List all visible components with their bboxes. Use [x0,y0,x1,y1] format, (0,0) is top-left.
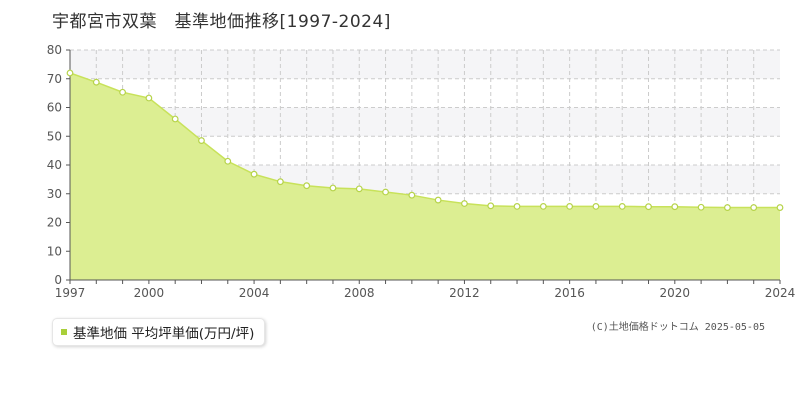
data-point [276,178,284,186]
y-tick-labels: 0 10 20 30 40 50 60 70 80 [47,43,62,287]
background-band [70,50,780,79]
credit-text: (C)土地価格ドットコム 2025-05-05 [590,322,765,333]
axes [66,49,781,284]
data-point [461,200,468,207]
data-point [329,184,337,192]
data-point [224,157,232,165]
chart-title: 宇都宮市双葉 基準地価推移[1997-2024] [52,12,391,32]
data-point [513,202,521,210]
x-tick-labels: 1997 2000 2004 2008 2012 2016 2020 2024 [55,286,796,300]
data-point [566,202,574,210]
data-point [539,202,547,210]
y-tick-label: 40 [47,158,62,172]
y-tick-label: 80 [47,43,62,57]
data-point [66,69,74,77]
y-tick-label: 0 [54,273,62,287]
data-points [66,69,784,211]
data-point [355,185,363,193]
y-tick-label: 10 [47,244,62,258]
x-tick-label: 2008 [344,286,375,300]
data-point [303,182,311,190]
x-tick-label: 2000 [134,286,165,300]
data-point [724,204,731,211]
data-point [487,202,495,210]
x-tick-label: 2024 [765,286,796,300]
x-tick-label: 2012 [449,286,480,300]
data-point [592,202,600,210]
area-fill [70,73,780,280]
y-tick-label: 20 [47,216,62,230]
data-point [198,137,205,144]
data-point [145,94,153,102]
data-point [119,88,126,96]
series-line [69,72,780,209]
data-point [408,191,416,199]
x-tick-label: 1997 [55,286,86,300]
data-point [250,170,258,178]
data-point [92,78,100,86]
data-point [750,204,758,211]
data-point [171,115,179,123]
legend-label: 基準地価 平均坪単価(万円/坪) [73,326,255,342]
legend: 基準地価 平均坪単価(万円/坪) [52,318,266,346]
data-point [697,203,705,211]
legend-swatch [61,329,67,335]
y-tick-label: 30 [47,187,62,201]
x-tick-label: 2020 [660,286,691,300]
data-point [671,203,679,211]
x-tick-label: 2016 [554,286,585,300]
data-point [776,204,784,211]
y-tick-label: 60 [47,101,62,115]
area-series [69,72,780,280]
x-tick-label: 2004 [239,286,270,300]
y-tick-label: 70 [47,72,62,86]
y-tick-label: 50 [47,129,62,143]
data-point [645,203,652,211]
data-point [434,196,442,204]
data-point [382,188,389,196]
data-point [618,202,626,210]
